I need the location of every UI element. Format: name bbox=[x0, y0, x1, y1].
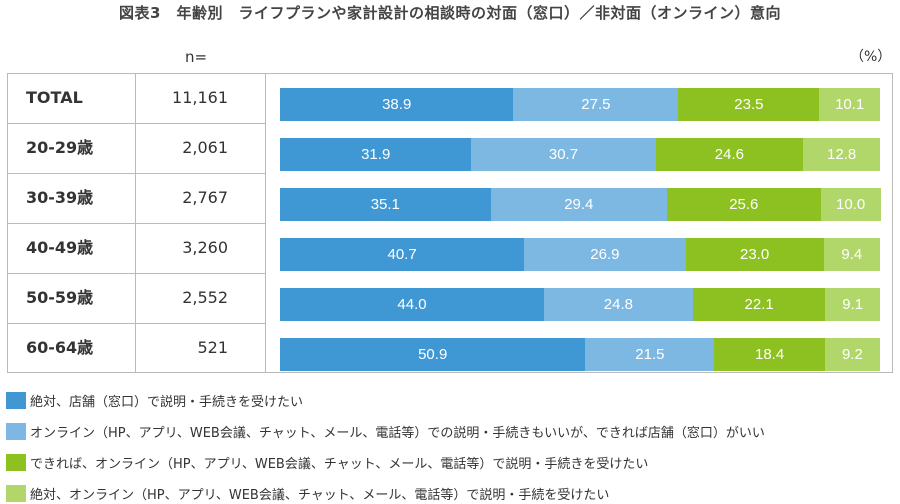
data-label: 24.6 bbox=[714, 146, 744, 163]
data-label: 9.2 bbox=[841, 346, 863, 363]
bar-segment bbox=[513, 88, 679, 121]
data-label: 10.1 bbox=[835, 96, 865, 113]
bar-segment bbox=[524, 238, 686, 271]
category-label: 30-39歳 bbox=[26, 188, 94, 207]
data-label: 12.8 bbox=[826, 146, 857, 163]
data-label: 29.4 bbox=[564, 196, 594, 213]
row-divider bbox=[8, 323, 265, 324]
row-divider bbox=[8, 273, 265, 274]
legend-label: 絶対、オンライン（HP、アプリ、WEB会議、チャット、メール、電話等）で説明・手… bbox=[30, 488, 610, 503]
bar-segment bbox=[280, 88, 514, 121]
legend-item: できれば、オンライン（HP、アプリ、WEB会議、チャット、メール、電話等）で説明… bbox=[6, 453, 648, 472]
n-value: 521 bbox=[197, 338, 228, 357]
bar-segment bbox=[280, 138, 472, 171]
bar-segment bbox=[280, 288, 544, 321]
data-label: 44.0 bbox=[397, 296, 427, 313]
bar-segment bbox=[819, 88, 880, 121]
n-value: 2,767 bbox=[182, 188, 228, 207]
data-label: 9.4 bbox=[841, 246, 863, 263]
data-label: 35.1 bbox=[370, 196, 400, 213]
legend-swatch bbox=[6, 485, 26, 502]
category-label: 40-49歳 bbox=[26, 238, 94, 257]
data-label: 24.8 bbox=[603, 296, 633, 313]
row-divider bbox=[8, 173, 265, 174]
data-label: 23.5 bbox=[734, 96, 764, 113]
bar-segment bbox=[667, 188, 821, 221]
legend-swatch bbox=[6, 392, 26, 409]
n-value: 2,061 bbox=[182, 138, 228, 157]
n-value: 11,161 bbox=[172, 88, 228, 107]
data-label: 10.0 bbox=[835, 196, 866, 213]
unit-label: （%） bbox=[850, 49, 892, 65]
bar-segment bbox=[655, 138, 804, 171]
legend-swatch bbox=[6, 454, 26, 471]
bar-segment bbox=[824, 338, 880, 371]
bar-segment bbox=[692, 288, 826, 321]
data-label: 21.5 bbox=[635, 346, 665, 363]
data-label: 31.9 bbox=[361, 146, 391, 163]
bar-segment bbox=[490, 188, 667, 221]
bar-segment bbox=[280, 238, 525, 271]
bar-segment bbox=[803, 138, 880, 171]
data-label: 40.7 bbox=[387, 246, 417, 263]
legend-item: オンライン（HP、アプリ、WEB会議、チャット、メール、電話等）での説明・手続き… bbox=[6, 422, 765, 441]
legend-label: オンライン（HP、アプリ、WEB会議、チャット、メール、電話等）での説明・手続き… bbox=[30, 426, 765, 441]
category-label: 60-64歳 bbox=[26, 338, 94, 357]
bar-segment bbox=[685, 238, 824, 271]
bar-segment bbox=[544, 288, 693, 321]
column-divider bbox=[265, 74, 266, 372]
chart-title: 図表3 年齢別 ライフプランや家計設計の相談時の対面（窓口）／非対面（オンライン… bbox=[119, 4, 781, 22]
legend-label: 絶対、店舗（窓口）で説明・手続きを受けたい bbox=[30, 395, 304, 410]
n-value: 3,260 bbox=[182, 238, 228, 257]
row-divider bbox=[8, 223, 265, 224]
data-label: 25.6 bbox=[729, 196, 759, 213]
bar-segment bbox=[280, 338, 586, 371]
chart-table: TOTAL 11,161 38.9 27.5 23.5 10.1 20-29歳 2,061 31… bbox=[7, 73, 893, 373]
data-label: 23.0 bbox=[739, 246, 770, 263]
data-label: 9.1 bbox=[842, 296, 864, 313]
data-label: 30.7 bbox=[548, 146, 579, 163]
bar-segment bbox=[471, 138, 656, 171]
bar-segment bbox=[280, 188, 491, 221]
bar-segment bbox=[585, 338, 715, 371]
data-label: 18.4 bbox=[754, 346, 785, 363]
n-value: 2,552 bbox=[182, 288, 228, 307]
legend-swatch bbox=[6, 423, 26, 440]
legend-item: 絶対、オンライン（HP、アプリ、WEB会議、チャット、メール、電話等）で説明・手… bbox=[6, 484, 609, 503]
bar-segment bbox=[714, 338, 825, 371]
data-label: 50.9 bbox=[418, 346, 448, 363]
legend-item: 絶対、店舗（窓口）で説明・手続きを受けたい bbox=[6, 391, 303, 410]
bar-segment bbox=[678, 88, 820, 121]
data-label: 38.9 bbox=[382, 96, 412, 113]
bar-segment bbox=[823, 238, 880, 271]
row-divider bbox=[8, 123, 265, 124]
data-label: 26.9 bbox=[590, 246, 620, 263]
bar-segment bbox=[825, 288, 880, 321]
data-label: 22.1 bbox=[744, 296, 774, 313]
category-label: 20-29歳 bbox=[26, 138, 94, 157]
category-label: TOTAL bbox=[26, 88, 83, 107]
data-label: 27.5 bbox=[581, 96, 611, 113]
bar-segment bbox=[820, 188, 881, 221]
n-header: n= bbox=[185, 48, 208, 66]
category-label: 50-59歳 bbox=[26, 288, 94, 307]
legend-label: できれば、オンライン（HP、アプリ、WEB会議、チャット、メール、電話等）で説明… bbox=[30, 457, 649, 472]
